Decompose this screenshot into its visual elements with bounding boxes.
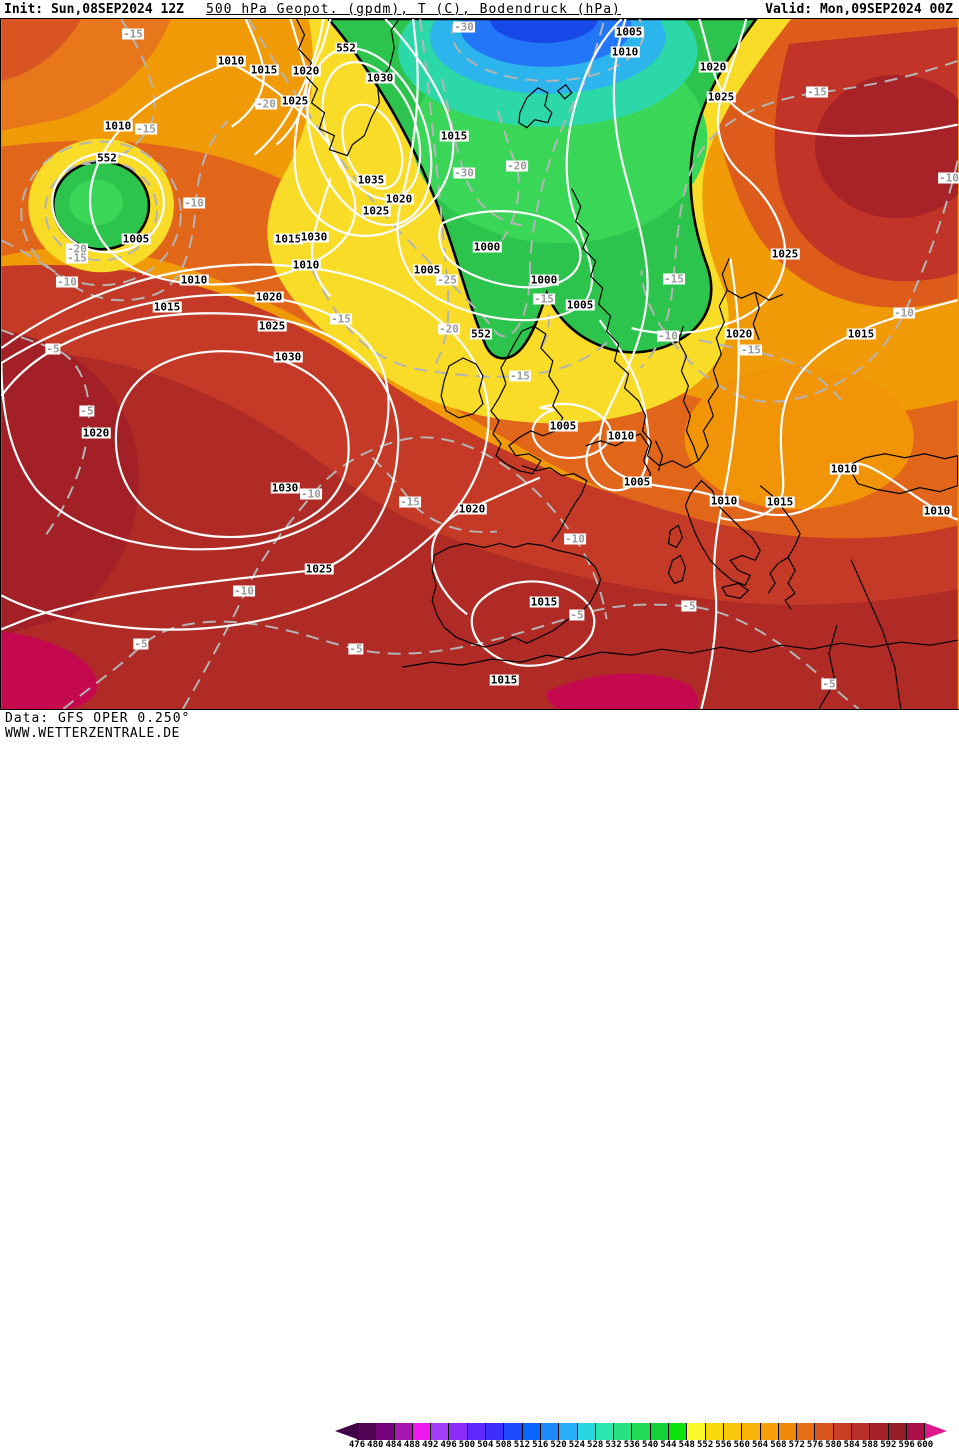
weather-map-svg — [1, 19, 958, 709]
colorbar-tick: 492 — [422, 1440, 439, 1450]
footer-bar: Data: GFS OPER 0.250° WWW.WETTERZENTRALE… — [0, 710, 959, 1450]
colorbar-cell — [760, 1423, 779, 1440]
website-label: WWW.WETTERZENTRALE.DE — [5, 726, 180, 741]
colorbar-cell — [467, 1423, 487, 1440]
colorbar-tick: 552 — [696, 1440, 714, 1450]
colorbar-cell — [632, 1423, 651, 1440]
colorbar-cell — [833, 1423, 853, 1440]
colorbar-tick: 588 — [861, 1440, 879, 1450]
colorbar-cell — [376, 1423, 395, 1440]
colorbar-cell — [742, 1423, 761, 1440]
header-bar: Init: Sun,08SEP2024 12Z 500 hPa Geopot. … — [0, 0, 959, 18]
colorbar-tick: 556 — [715, 1440, 732, 1450]
colorbar-cell — [797, 1423, 816, 1440]
colorbar-cell — [870, 1423, 889, 1440]
colorbar-tick: 548 — [678, 1440, 695, 1450]
colorbar-left-arrow-icon — [335, 1423, 357, 1439]
colorbar-tick-labels: 476 480 484 488 492 496 500 504 508 512 516 520 524 5… — [335, 1440, 947, 1451]
colorbar-tick: 584 — [843, 1440, 860, 1450]
colorbar-cell — [357, 1423, 377, 1440]
colorbar-tick: 512 — [513, 1440, 531, 1450]
colorbar-cell — [540, 1423, 560, 1440]
colorbar-tick: 560 — [733, 1440, 750, 1450]
colorbar-tick: 572 — [788, 1440, 805, 1450]
colorbar-cell — [614, 1423, 633, 1440]
colorbar-right-arrow-icon — [925, 1423, 947, 1439]
colorbar-cell — [687, 1423, 706, 1440]
colorbar-tick: 576 — [806, 1440, 824, 1450]
colorbar-cell — [705, 1423, 724, 1440]
init-label: Init: Sun,08SEP2024 12Z — [4, 1, 185, 17]
colorbar-tick: 568 — [770, 1440, 787, 1450]
colorbar-tick: 496 — [440, 1440, 457, 1450]
weather-map: 1010 1015 1020 1025 1010 1005 1015 1030 1030 1015… — [0, 18, 959, 710]
colorbar-tick: 596 — [898, 1440, 915, 1450]
colorbar-tick: 500 — [458, 1440, 476, 1450]
colorbar-cells — [357, 1423, 926, 1440]
colorbar-cell — [595, 1423, 615, 1440]
colorbar-tick: 516 — [532, 1440, 549, 1450]
colorbar-tick: 480 — [367, 1440, 384, 1450]
colorbar-tick: 564 — [751, 1440, 769, 1450]
colorbar-cell — [559, 1423, 578, 1440]
colorbar-cell — [778, 1423, 798, 1440]
colorbar-tick: 532 — [605, 1440, 622, 1450]
colorbar-cell — [522, 1423, 541, 1440]
colorbar-cell — [486, 1423, 505, 1440]
data-source-label: Data: GFS OPER 0.250° — [5, 711, 191, 726]
colorbar-cell — [906, 1423, 926, 1440]
colorbar-tick: 580 — [825, 1440, 842, 1450]
colorbar-cell — [394, 1423, 413, 1440]
colorbar-tick: 536 — [623, 1440, 640, 1450]
colorbar-cell — [669, 1423, 688, 1440]
colorbar-cells-row — [335, 1423, 947, 1440]
colorbar-cell — [431, 1423, 450, 1440]
fill-regions — [1, 19, 958, 709]
colorbar-cell — [815, 1423, 834, 1440]
colorbar-cell — [888, 1423, 907, 1440]
colorbar-cell — [577, 1423, 596, 1440]
colorbar-tick: 592 — [880, 1440, 897, 1450]
colorbar-tick: 524 — [568, 1440, 585, 1450]
valid-label: Valid: Mon,09SEP2024 00Z — [765, 1, 953, 17]
colorbar-tick: 508 — [495, 1440, 512, 1450]
chart-title: 500 hPa Geopot. (gpdm), T (C), Bodendruc… — [206, 1, 621, 17]
colorbar-tick: 504 — [477, 1440, 494, 1450]
coastlines — [295, 19, 958, 709]
colorbar-cell — [449, 1423, 468, 1440]
colorbar-tick: 476 — [348, 1440, 366, 1450]
colorbar-tick: 540 — [642, 1440, 659, 1450]
isobar-lines — [1, 19, 958, 709]
colorbar-tick: 600 — [916, 1440, 934, 1450]
geopotential-colorbar: 476 480 484 488 492 496 500 504 508 512 516 520 524 5… — [335, 1423, 947, 1451]
colorbar-tick: 544 — [660, 1440, 677, 1450]
colorbar-cell — [412, 1423, 432, 1440]
colorbar-tick: 520 — [550, 1440, 567, 1450]
colorbar-tick: 484 — [385, 1440, 402, 1450]
colorbar-cell — [852, 1423, 871, 1440]
colorbar-cell — [504, 1423, 523, 1440]
colorbar-tick: 528 — [587, 1440, 604, 1450]
colorbar-cell — [723, 1423, 743, 1440]
colorbar-tick: 488 — [403, 1440, 421, 1450]
colorbar-cell — [650, 1423, 670, 1440]
